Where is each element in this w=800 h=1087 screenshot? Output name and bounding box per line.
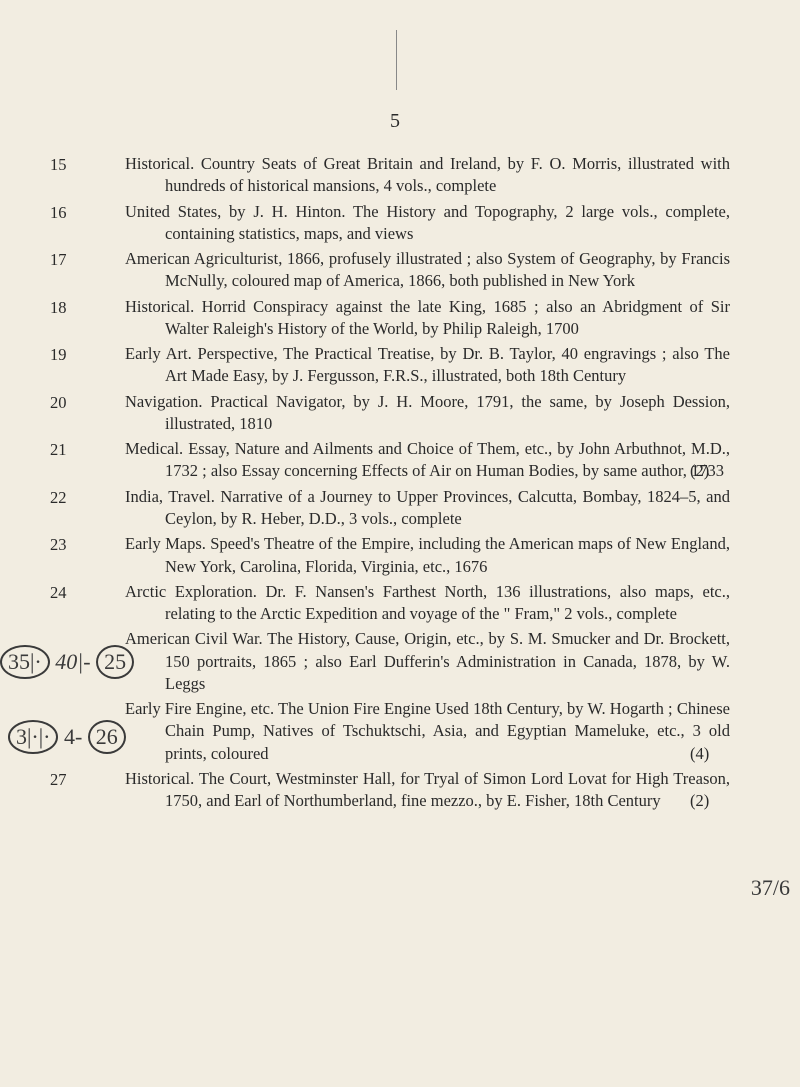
lot-number: 22 (50, 486, 105, 531)
circled-number: 35|· (0, 645, 50, 679)
lot-number: 23 (50, 533, 105, 578)
entry-row: 23 Early Maps. Speed's Theatre of the Em… (50, 533, 730, 578)
entry-row: 22 India, Travel. Narrative of a Journey… (50, 486, 730, 531)
lot-number: 16 (50, 201, 105, 246)
entry-row: 17 American Agriculturist, 1866, profuse… (50, 248, 730, 293)
entry-description: Historical. Country Seats of Great Brita… (145, 153, 730, 198)
entry-description: Historical. Horrid Conspiracy against th… (145, 296, 730, 341)
entry-description: Medical. Essay, Nature and Ailments and … (145, 438, 730, 483)
lot-number: 19 (50, 343, 105, 388)
lot-number: 15 (50, 153, 105, 198)
lot-number: 27 (50, 768, 105, 813)
entry-row: 20 Navigation. Practical Navigator, by J… (50, 391, 730, 436)
entry-row: 18 Historical. Horrid Conspiracy against… (50, 296, 730, 341)
page-top-vertical-line (396, 30, 397, 90)
handwritten-annotation: 3|·|· 4- 26 (8, 720, 126, 754)
entry-description: Early Art. Perspective, The Practical Tr… (145, 343, 730, 388)
lot-number: 21 (50, 438, 105, 483)
entry-row: 27 Historical. The Court, Westminster Ha… (50, 768, 730, 813)
lot-number: 20 (50, 391, 105, 436)
entry-row: 19 Early Art. Perspective, The Practical… (50, 343, 730, 388)
circled-number: 3|·|· (8, 720, 58, 754)
entry-description: Navigation. Practical Navigator, by J. H… (145, 391, 730, 436)
catalogue-entries: 15 Historical. Country Seats of Great Br… (40, 153, 750, 812)
entry-row: 24 Arctic Exploration. Dr. F. Nansen's F… (50, 581, 730, 626)
circled-number: 26 (88, 720, 126, 754)
page-number: 5 (40, 110, 750, 133)
entry-description: American Agriculturist, 1866, profusely … (145, 248, 730, 293)
entry-row: American Civil War. The History, Cause, … (50, 628, 730, 695)
entry-description: United States, by J. H. Hinton. The Hist… (145, 201, 730, 246)
entry-row: Early Fire Engine, etc. The Union Fire E… (50, 698, 730, 765)
handwritten-script: 40|- (55, 649, 90, 674)
entry-description: Early Fire Engine, etc. The Union Fire E… (145, 698, 730, 765)
lot-number: 17 (50, 248, 105, 293)
entry-text: Historical. The Court, Westminster Hall,… (125, 769, 730, 810)
entry-description: Arctic Exploration. Dr. F. Nansen's Fart… (145, 581, 730, 626)
lot-number: 18 (50, 296, 105, 341)
handwritten-margin-note: 37/6 (751, 875, 790, 901)
entry-description: India, Travel. Narrative of a Journey to… (145, 486, 730, 531)
entry-text: Medical. Essay, Nature and Ailments and … (125, 439, 730, 480)
entry-description: Historical. The Court, Westminster Hall,… (145, 768, 730, 813)
handwritten-annotation: 35|· 40|- 25 (0, 645, 134, 679)
circled-number: 25 (96, 645, 134, 679)
entry-description: Early Maps. Speed's Theatre of the Empir… (145, 533, 730, 578)
entry-description: American Civil War. The History, Cause, … (145, 628, 730, 695)
entry-row: 21 Medical. Essay, Nature and Ailments a… (50, 438, 730, 483)
entry-text: Early Fire Engine, etc. The Union Fire E… (125, 699, 730, 763)
lot-number: 24 (50, 581, 105, 626)
entry-row: 15 Historical. Country Seats of Great Br… (50, 153, 730, 198)
handwritten-prefix: 4- (64, 724, 82, 749)
entry-row: 16 United States, by J. H. Hinton. The H… (50, 201, 730, 246)
